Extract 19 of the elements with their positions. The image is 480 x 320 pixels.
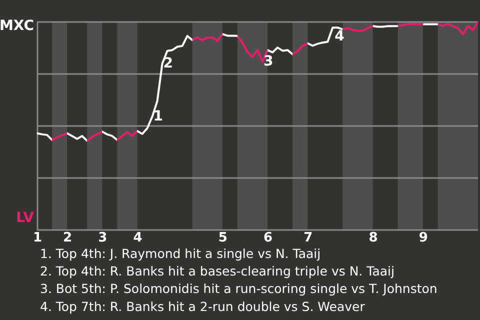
annotation: 2 bbox=[163, 56, 174, 72]
x-tick-label: 8 bbox=[368, 230, 378, 246]
text: MXC bbox=[0, 18, 34, 34]
x-tick-label: 3 bbox=[98, 230, 108, 246]
x-tick-label: 5 bbox=[218, 230, 228, 246]
x-tick-label: 9 bbox=[418, 230, 428, 246]
text: 2. Top 4th: R. Banks hit a bases-clearing triple vs N. Taaij bbox=[40, 264, 394, 279]
x-tick-label: 4 bbox=[133, 230, 142, 246]
text: 4. Top 7th: R. Banks hit a 2-run double vs S. Weaver bbox=[40, 298, 366, 314]
x-tick-label: 6 bbox=[264, 230, 273, 246]
x-tick-label: 7 bbox=[304, 230, 313, 246]
text: 1. Top 4th: J. Raymond hit a single vs N. Taaij bbox=[40, 246, 321, 261]
text: 3. Bot 5th: P. Solomonidis hit a run-scoring single vs T. Johnston bbox=[40, 281, 438, 296]
x-tick-label: 1 bbox=[32, 230, 42, 246]
text: LV bbox=[16, 210, 34, 226]
annotation: 4 bbox=[334, 28, 345, 45]
annotation: 3 bbox=[264, 54, 274, 70]
annotation: 1 bbox=[153, 108, 164, 125]
x-tick-label: 2 bbox=[63, 230, 72, 246]
